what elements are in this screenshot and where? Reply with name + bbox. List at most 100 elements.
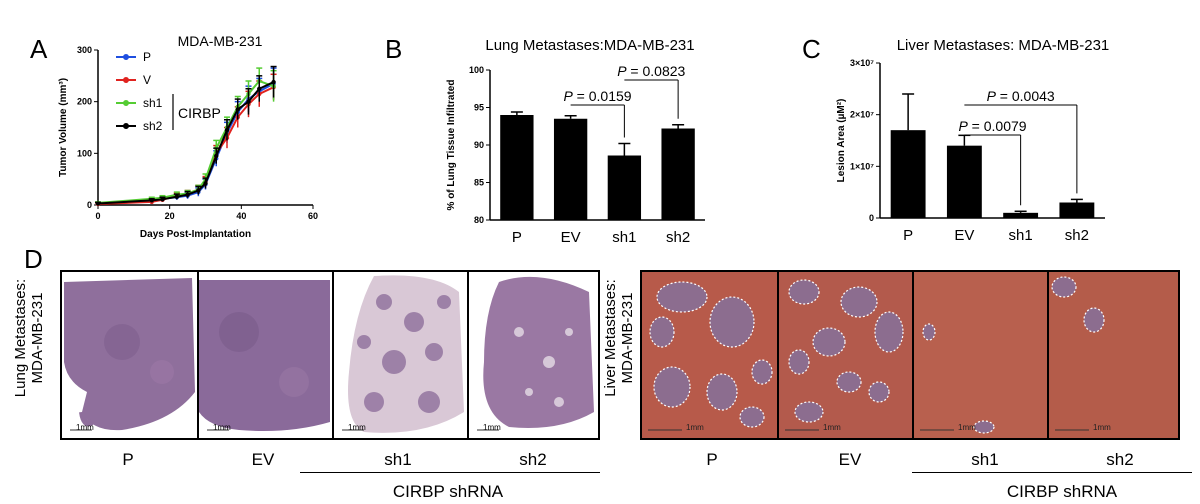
liver-side-label-line1: Liver Metastases:	[602, 279, 619, 397]
liver-side-label: Liver Metastases: MDA-MB-231	[602, 278, 642, 398]
chart-b-sig-label-1: P = 0.0823	[617, 63, 685, 79]
chart-c-title: Liver Metastases: MDA-MB-231	[897, 37, 1110, 54]
chart-a-point-sh2	[160, 197, 165, 202]
lung-scale-sh1: 1mm	[348, 423, 366, 432]
chart-a-point-sh2	[203, 181, 208, 186]
chart-b-ytick-label: 85	[474, 178, 484, 188]
chart-a-ytick-label: 200	[77, 97, 92, 107]
chart-a-xlabel: Days Post-Implantation	[140, 229, 251, 240]
lung-tissue-sh1	[342, 275, 464, 433]
liver-tissue-ev	[779, 272, 912, 438]
liver-histology-strip: 1mm 1mm 1mm	[640, 270, 1180, 440]
lung-label-ev: EV	[251, 450, 275, 469]
chart-b-xtick-label-P: P	[512, 229, 522, 246]
chart-a-legend-marker-sh1	[123, 100, 129, 106]
chart-b-xtick-label-EV: EV	[561, 229, 581, 246]
chart-b-ytick-label: 80	[474, 215, 484, 225]
chart-c-ytick-label: 0	[869, 213, 874, 223]
chart-c-sig-label-1: P = 0.0043	[987, 88, 1055, 104]
liver-scale-sh1: 1mm	[958, 423, 976, 432]
chart-a-ylabel: Tumor Volume (mm³)	[58, 78, 69, 177]
lung-tissue-p	[64, 278, 195, 431]
liver-tissue-sh1	[914, 272, 1047, 438]
lung-label-sh2: sh2	[519, 450, 547, 469]
lung-tile-ev: 1mm	[197, 272, 334, 438]
liver-tile-p: 1mm	[642, 272, 777, 438]
chart-b-ytick-label: 90	[474, 140, 484, 150]
chart-a-legend-marker-V	[123, 77, 129, 83]
chart-c-ytick-label: 2×10⁷	[850, 110, 874, 120]
lung-side-label: Lung Metastases: MDA-MB-231	[12, 278, 52, 398]
panel-letter-d: D	[24, 244, 43, 274]
chart-b-bar-EV	[553, 118, 588, 220]
chart-a-point-sh2	[246, 99, 251, 104]
liver-scale-ev: 1mm	[823, 423, 841, 432]
chart-a-point-sh2	[257, 86, 262, 91]
chart-b-ytick-label: 95	[474, 103, 484, 113]
chart-a-ytick-label: 100	[77, 148, 92, 158]
chart-a-ytick-label: 300	[77, 45, 92, 55]
liver-tissue-sh2	[1049, 272, 1178, 438]
chart-a-tumor-volume: MDA-MB-231 0 100 200 300 0 20 40 60 Days Post-Imp…	[58, 33, 318, 240]
chart-b-xtick-label-sh2: sh2	[666, 229, 690, 246]
liver-group-label: CIRBP shRNA	[1006, 482, 1118, 501]
liver-side-label-line2: MDA-MB-231	[619, 292, 636, 384]
chart-a-point-sh2	[174, 194, 180, 199]
chart-b-xtick-label-sh1: sh1	[612, 229, 636, 246]
chart-c-xtick-label-EV: EV	[954, 227, 974, 244]
chart-b-bar-sh2	[661, 128, 695, 220]
chart-a-xtick-label: 60	[308, 211, 318, 221]
lung-side-label-line2: MDA-MB-231	[29, 292, 46, 384]
lung-group-label: CIRBP shRNA	[392, 482, 504, 501]
chart-c-ytick-label: 1×10⁷	[850, 161, 874, 171]
lung-tile-sh1: 1mm	[332, 272, 469, 438]
chart-a-point-sh2	[196, 188, 201, 193]
chart-a-point-sh2	[224, 127, 230, 133]
liver-group-line	[912, 472, 1192, 473]
liver-scale-p: 1mm	[686, 423, 704, 432]
chart-c-bar-P	[890, 130, 926, 218]
chart-a-legend-group-label: CIRBP	[178, 105, 221, 121]
chart-c-bar-sh2	[1059, 202, 1095, 218]
chart-a-legend-label-V: V	[143, 73, 151, 87]
lung-group-line	[300, 472, 600, 473]
liver-label-ev: EV	[838, 450, 862, 469]
chart-a-legend-label-sh2: sh2	[143, 119, 163, 133]
panel-letter-c: C	[802, 34, 821, 64]
chart-a-point-sh2	[271, 79, 276, 85]
chart-a-point-sh2	[95, 201, 101, 206]
chart-b-title: Lung Metastases:MDA-MB-231	[485, 37, 694, 54]
chart-a-point-sh2	[149, 198, 154, 203]
chart-a-ytick-label: 0	[87, 200, 92, 210]
chart-a-legend-label-sh1: sh1	[143, 96, 163, 110]
chart-a-point-sh2	[214, 153, 219, 159]
chart-b-ylabel: % of Lung Tissue Infiltrated	[446, 80, 457, 211]
lung-tissue-sh2	[477, 276, 594, 431]
chart-c-sig-label-0: P = 0.0079	[958, 118, 1026, 134]
chart-c-xtick-label-sh2: sh2	[1065, 227, 1089, 244]
chart-a-point-sh2	[235, 107, 240, 112]
liver-label-p: P	[706, 450, 718, 469]
chart-a-legend-label-P: P	[143, 50, 151, 64]
chart-a-xtick-label: 0	[95, 211, 100, 221]
lung-histology-strip: 1mm 1mm 1mm	[60, 270, 600, 440]
chart-c-ytick-label: 3×10⁷	[850, 58, 874, 68]
lung-tile-p: 1mm	[62, 272, 197, 438]
chart-c-bar-sh1	[1003, 212, 1039, 218]
chart-c-liver-metastases: Liver Metastases: MDA-MB-231 0 1×10⁷ 2×10⁷ 3…	[836, 37, 1110, 244]
lung-scale-sh2: 1mm	[483, 423, 501, 432]
chart-c-bar-EV	[946, 145, 982, 218]
chart-a-xtick-label: 40	[236, 211, 246, 221]
liver-tile-sh2: 1mm	[1047, 272, 1178, 438]
chart-b-bar-P	[500, 115, 534, 220]
lung-tile-sh2: 1mm	[467, 272, 598, 438]
lung-label-sh1: sh1	[384, 450, 412, 469]
lung-scale-ev: 1mm	[213, 423, 231, 432]
chart-b-sig-label-0: P = 0.0159	[563, 88, 631, 104]
lung-tissue-ev	[199, 280, 330, 431]
liver-label-sh1: sh1	[971, 450, 999, 469]
panel-letter-a: A	[30, 34, 48, 64]
chart-b-bar-sh1	[607, 155, 642, 220]
chart-b-ytick-label: 100	[469, 65, 484, 75]
chart-a-legend-marker-P	[123, 54, 129, 60]
